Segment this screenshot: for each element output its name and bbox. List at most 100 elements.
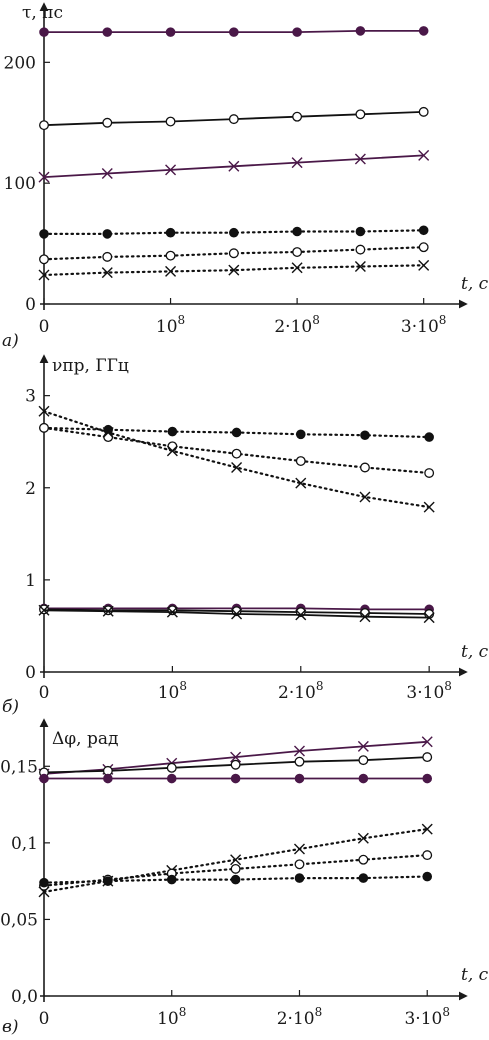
data-point-open [360,462,370,473]
y-tick-label: 0 [25,295,36,315]
x-tick-label: 0 [39,683,50,703]
y-tick-label: 0,0 [11,987,38,1007]
data-point-filled [294,873,305,883]
x-tick-label: 108 [156,313,185,337]
data-point-open [39,422,49,433]
data-point-cross [354,261,366,273]
data-point-filled [294,773,305,784]
data-point-cross [231,461,243,473]
data-point-filled [103,773,113,784]
y-tick-label: 1 [25,571,36,591]
data-point-filled [360,430,370,441]
data-point-open [294,859,305,870]
data-point-filled [358,773,369,784]
data-point-open [358,854,369,865]
y-tick-label: 0,1 [11,834,38,854]
data-point-cross [165,265,177,277]
data-point-filled [355,26,366,36]
data-point-open [166,762,177,773]
data-point-open [292,111,303,122]
data-point-filled [418,26,429,36]
data-point-cross [423,612,435,624]
data-point-cross [357,740,369,752]
data-point-filled [165,27,176,37]
data-point-filled [39,27,49,37]
y-tick-label: 0,15 [0,757,38,777]
data-point-cross [293,843,305,855]
data-point-filled [166,773,177,784]
data-point-open [422,850,433,861]
chart-panel-3: 0,0 0,05 0,1 0,15 0 108 2·108 3·108 Δφ, рад t, с в… [0,718,489,1037]
data-point-cross [101,168,113,179]
data-point-cross [165,164,177,176]
data-point-filled [229,27,239,37]
y-tick-label: 100 [4,174,36,194]
data-point-cross [421,736,433,748]
data-point-filled [292,27,302,37]
y-tick-label: 200 [4,53,36,73]
data-point-cross [291,262,303,274]
data-point-cross [359,611,371,623]
data-point-open [295,456,306,466]
data-point-filled [102,27,113,37]
data-point-cross [38,171,50,183]
data-point-open [167,441,178,452]
data-point-filled [230,773,241,784]
data-point-open [292,247,303,257]
data-point-open [294,756,305,767]
data-point-open [231,448,242,459]
y-axis-label: Δφ, рад [52,729,118,749]
data-point-cross [38,269,50,281]
data-point-filled [102,229,113,239]
data-point-cross [295,609,307,621]
data-point-open [167,605,178,616]
x-tick-label: 3·108 [404,1005,450,1029]
panel-label: в) [2,1017,19,1037]
data-point-filled [230,874,241,885]
data-point-filled [292,226,302,237]
y-axis-label: νпр, ГГц [52,356,129,376]
data-point-open [228,248,239,259]
data-point-filled [424,432,434,442]
data-point-open [418,242,429,253]
data-point-filled [229,227,239,238]
data-point-cross [101,267,113,279]
data-point-cross [423,501,435,513]
chart-panel-1: 0 100 200 0 108 2·108 3·108 τ, пс t, с а) [2,2,489,351]
data-point-filled [422,871,433,882]
y-tick-label: 3 [25,387,36,407]
data-point-filled [231,427,242,438]
data-point-open [355,244,366,255]
data-point-open [165,250,176,261]
x-tick-label: 3·108 [401,313,447,337]
data-point-filled [355,226,366,237]
panel-label: б) [2,697,19,717]
data-point-cross [421,823,433,835]
data-point-filled [422,773,433,784]
y-tick-label: 0,05 [0,910,38,930]
data-point-filled [167,426,178,437]
data-point-filled [39,229,49,239]
data-point-open [102,117,113,128]
x-tick-label: 108 [157,1005,186,1029]
data-point-filled [39,877,49,888]
data-point-open [39,120,49,131]
data-point-cross [102,426,114,438]
data-point-filled [295,429,306,440]
data-point-cross [293,745,305,757]
data-point-cross [166,606,178,618]
data-point-open [165,116,176,127]
data-point-filled [166,874,177,885]
data-point-filled [39,773,49,784]
data-point-open [358,755,369,766]
series-line-3 [42,410,431,509]
y-axis-label: τ, пс [22,3,63,23]
panel-label: а) [2,331,19,351]
y-tick-label: 2 [25,479,36,499]
data-point-cross [359,491,371,503]
x-tick-label: 2·108 [278,679,324,703]
data-point-open [39,254,49,265]
x-axis-label: t, с [461,274,489,294]
data-point-open [418,106,429,117]
